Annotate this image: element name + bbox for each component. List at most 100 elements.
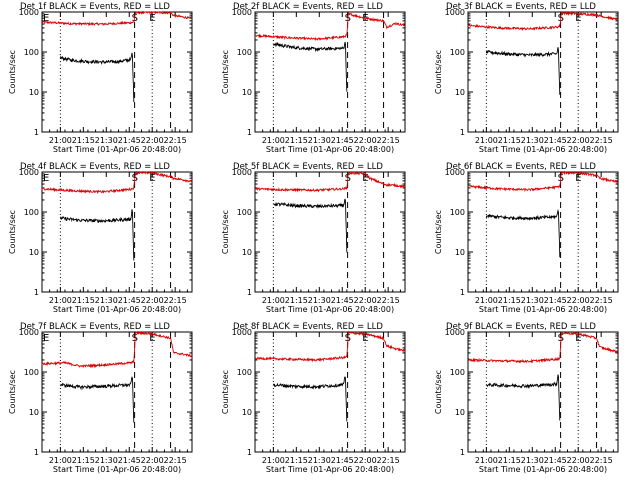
x-tick-label: 21:45 [118, 456, 141, 465]
chart-title: Det 9f BLACK = Events, RED = LLD [446, 322, 596, 332]
x-tick-label: 21:45 [544, 136, 567, 145]
marker-label: E [362, 173, 368, 184]
x-tick-label: 21:00 [262, 136, 285, 145]
marker-label: E [43, 13, 49, 24]
x-tick-label: 21:00 [49, 296, 72, 305]
plot-frame [467, 171, 619, 293]
x-tick-label: 21:30 [308, 456, 331, 465]
marker-label: E [149, 333, 155, 344]
series-line-lld [254, 171, 406, 193]
x-tick-label: 21:30 [521, 456, 544, 465]
x-axis-label: Start Time (01-Apr-06 20:48:00) [479, 145, 607, 154]
y-tick-label: 10 [242, 88, 252, 97]
y-tick-label: 1000 [232, 328, 252, 337]
y-axis-label: Counts/sec [221, 50, 230, 94]
marker-label: E [575, 173, 581, 184]
series-line-lld [41, 10, 192, 27]
x-tick-label: 21:15 [285, 456, 308, 465]
y-axis-label: Counts/sec [434, 50, 443, 94]
x-tick-label: 21:15 [72, 456, 95, 465]
y-tick-label: 100 [237, 368, 252, 377]
x-tick-label: 21:45 [331, 296, 354, 305]
x-tick-label: 22:15 [377, 456, 400, 465]
marker-label: E [149, 173, 155, 184]
x-tick-label: 21:30 [521, 296, 544, 305]
series-line-events [273, 198, 348, 253]
x-tick-label: 22:15 [377, 296, 400, 305]
x-tick-label: 22:15 [164, 136, 187, 145]
y-axis-label: Counts/sec [434, 370, 443, 414]
x-tick-label: 21:30 [308, 136, 331, 145]
x-tick-label: 21:30 [95, 136, 118, 145]
y-tick-label: 100 [450, 208, 465, 217]
series-line-lld [467, 10, 618, 32]
y-axis-label: Counts/sec [8, 370, 17, 414]
x-axis-label: Start Time (01-Apr-06 20:48:00) [53, 145, 181, 154]
x-tick-label: 22:15 [590, 136, 613, 145]
series-line-lld [41, 170, 193, 195]
y-tick-label: 100 [24, 48, 39, 57]
x-tick-label: 21:15 [72, 136, 95, 145]
x-tick-label: 21:00 [262, 296, 285, 305]
series-line-lld [467, 330, 619, 364]
y-tick-label: 10 [242, 248, 252, 257]
y-tick-label: 1 [247, 448, 252, 457]
chart-title: Det 2f BLACK = Events, RED = LLD [233, 2, 383, 12]
series-line-lld [467, 170, 618, 193]
series-line-events [486, 374, 561, 421]
series-line-lld [255, 330, 406, 363]
y-tick-label: 1 [247, 288, 252, 297]
marker-label: E [43, 333, 49, 344]
y-tick-label: 1000 [445, 168, 465, 177]
x-tick-label: 21:30 [308, 296, 331, 305]
x-axis-label: Start Time (01-Apr-06 20:48:00) [266, 305, 394, 314]
x-tick-label: 21:15 [498, 296, 521, 305]
x-axis-label: Start Time (01-Apr-06 20:48:00) [479, 305, 607, 314]
x-tick-label: 21:15 [285, 296, 308, 305]
x-tick-label: 21:45 [331, 456, 354, 465]
plot-frame [41, 331, 193, 453]
x-tick-label: 21:45 [544, 456, 567, 465]
x-axis-label: Start Time (01-Apr-06 20:48:00) [53, 305, 181, 314]
y-tick-label: 1 [460, 128, 465, 137]
y-axis-label: Counts/sec [8, 210, 17, 254]
x-tick-label: 21:30 [95, 456, 118, 465]
y-tick-label: 100 [24, 208, 39, 217]
y-tick-label: 1000 [19, 168, 39, 177]
plot-frame [254, 11, 406, 133]
series-line-events [485, 47, 561, 95]
x-tick-label: 21:00 [49, 136, 72, 145]
plot-frame [41, 11, 193, 133]
x-tick-label: 21:30 [95, 296, 118, 305]
marker-label: E [149, 13, 155, 24]
y-tick-label: 10 [455, 248, 465, 257]
chart-panel-9: Det 9f BLACK = Events, RED = LLD 1 10 100 10… [434, 322, 619, 474]
y-tick-label: 10 [29, 408, 39, 417]
y-tick-label: 100 [237, 48, 252, 57]
y-tick-label: 1000 [232, 168, 252, 177]
y-tick-label: 1 [460, 288, 465, 297]
y-tick-label: 10 [242, 408, 252, 417]
marker-label: E [362, 333, 368, 344]
x-tick-label: 21:30 [521, 136, 544, 145]
y-tick-label: 1 [460, 448, 465, 457]
plot-frame [467, 11, 619, 133]
x-tick-label: 21:45 [118, 136, 141, 145]
series-line-lld [41, 330, 192, 369]
marker-label: E [575, 13, 581, 24]
x-tick-label: 22:00 [141, 136, 164, 145]
x-tick-label: 22:00 [567, 136, 590, 145]
x-tick-label: 22:00 [141, 456, 164, 465]
y-tick-label: 1 [34, 288, 39, 297]
series-line-events [485, 208, 561, 258]
y-tick-label: 100 [24, 368, 39, 377]
y-tick-label: 10 [29, 248, 39, 257]
series-line-events [60, 376, 135, 423]
x-tick-label: 22:00 [354, 136, 377, 145]
x-axis-label: Start Time (01-Apr-06 20:48:00) [53, 465, 181, 474]
plot-frame [254, 171, 406, 293]
x-tick-label: 22:00 [354, 296, 377, 305]
y-tick-label: 10 [29, 88, 39, 97]
y-tick-label: 100 [450, 48, 465, 57]
